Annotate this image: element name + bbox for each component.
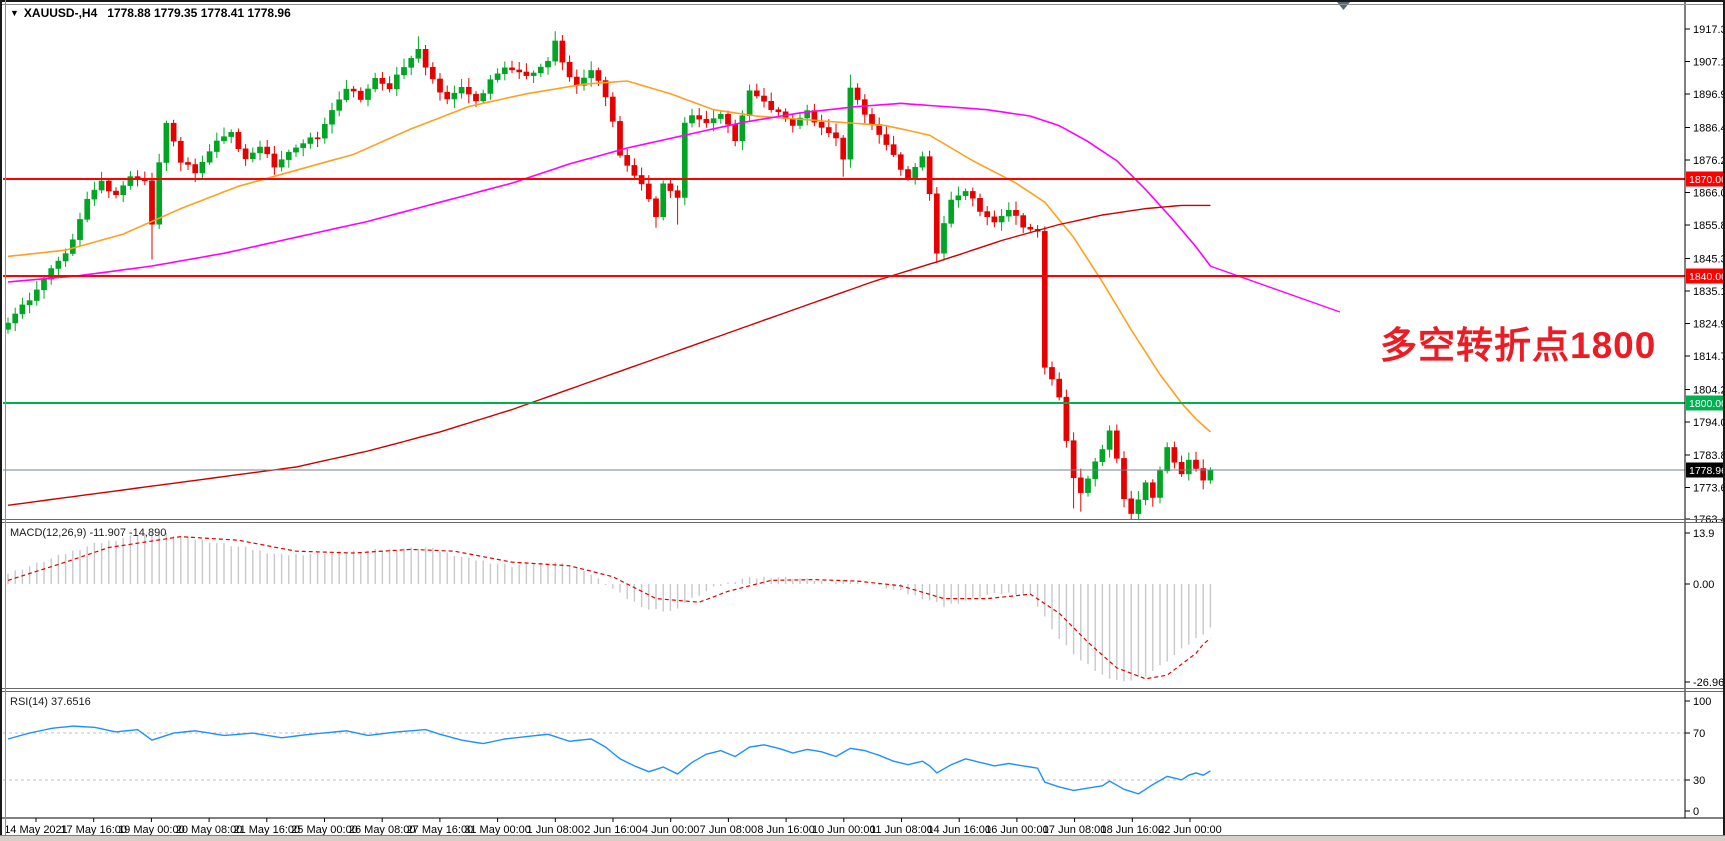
time-tick-label: 18 Jun 16:00 [1100,824,1164,836]
time-tick-label: 31 May 00:00 [464,824,531,836]
chart-header: ▼ XAUUSD-,H4 1778.88 1779.35 1778.41 1778.… [10,6,291,20]
price-tick-label: 1845.30 [1693,254,1725,266]
ma-slow-red [7,204,1211,506]
time-tick-label: 11 Jun 08:00 [870,824,933,836]
price-tick-label: 1907.10 [1693,57,1725,69]
time-tick-label: 2 Jun 16:00 [584,824,642,836]
symbol-dropdown-icon[interactable]: ▼ [10,8,19,18]
price-tick-label: 1814.70 [1693,351,1725,363]
window-border-left-inner [5,0,6,836]
time-tick-label: 17 Jun 08:00 [1043,824,1107,836]
price-tick-label: 1896.90 [1693,89,1725,101]
time-tick-label: 22 Jun 00:00 [1158,824,1222,836]
price-tick-label: 1886.40 [1693,123,1725,135]
price-tick-label: 1866.00 [1693,188,1725,200]
price-tick-label: 1855.80 [1693,220,1725,232]
window-border-right [1723,0,1725,841]
ma-mid-magenta [7,102,1212,283]
ma-fast-orange [7,80,1211,433]
macd-tick-label: -26.966 [1693,677,1725,689]
time-tick-label: 16 Jun 00:00 [985,824,1049,836]
level-price-badge: 1870.00 [1689,174,1725,186]
rsi-tick-label: 100 [1693,696,1711,708]
pane-separator-main-macd-2 [0,522,1725,523]
rsi-level-lines [3,732,1685,781]
time-tick-label: 7 Jun 08:00 [700,824,758,836]
time-tick-label: 25 May 00:00 [291,824,358,836]
time-tick-label: 8 Jun 16:00 [757,824,815,836]
magenta-trendline-extension[interactable] [1209,265,1341,313]
time-tick-label: 26 May 08:00 [349,824,416,836]
horizontal-lines [3,178,1685,471]
rsi-tick-label: 0 [1693,806,1699,818]
rsi-indicator-label: RSI(14) 37.6516 [10,696,91,708]
level-price-badge: 1800.00 [1689,398,1725,410]
time-tick-label: 19 May 00:00 [118,824,185,836]
window-border-top [0,0,1725,2]
rsi-tick-label: 30 [1693,775,1705,787]
time-tick-label: 10 Jun 00:00 [812,824,876,836]
time-tick-label: 27 May 16:00 [407,824,474,836]
time-tick-label: 21 May 16:00 [233,824,300,836]
time-tick-label: 14 May 2021 [4,824,68,836]
current-price-badge-bg [1686,462,1725,478]
pane-separator-macd-rsi-2 [0,691,1725,692]
price-tick-label: 1835.10 [1693,286,1725,298]
time-tick-label: 1 Jun 08:00 [527,824,585,836]
price-tick-label: 1783.80 [1693,450,1725,462]
symbol-timeframe-label: XAUUSD-,H4 [23,6,98,20]
macd-histogram [7,532,1212,682]
rsi-tick-label: 70 [1693,728,1705,740]
time-tick-label: 20 May 08:00 [176,824,243,836]
price-axis: 1917.30 1907.10 1896.90 1886.40 1876.20 1866.… [1684,0,1725,818]
price-tick-label: 1804.20 [1693,385,1725,397]
time-tick-label: 14 Jun 16:00 [927,824,991,836]
window-bottom-strip [0,836,1725,841]
time-tick-label: 17 May 16:00 [60,824,127,836]
level-price-badge-bg [1686,268,1725,284]
macd-indicator-label: MACD(12,26,9) -11.907 -14,890 [10,527,167,539]
current-price-badge: 1778.96 [1689,465,1725,477]
rsi-line [7,725,1211,795]
price-tick-label: 1876.20 [1693,155,1725,167]
price-tick-label: 1763.40 [1693,514,1725,526]
window-border-left [0,0,2,841]
macd-tick-label: 0.00 [1693,579,1714,591]
pane-separator-main-macd[interactable] [0,519,1725,520]
price-tick-label: 1794.00 [1693,417,1725,429]
price-tick-label: 1773.60 [1693,483,1725,495]
macd-signal-line [7,535,1211,680]
macd-tick-label: 13.9 [1693,528,1714,540]
window-border-top-inner [0,4,1725,5]
ohlc-values: 1778.88 1779.35 1778.41 1778.96 [107,6,291,20]
pane-separator-macd-rsi[interactable] [0,688,1725,689]
price-tick-label: 1917.30 [1693,24,1725,36]
price-tick-label: 1824.90 [1693,319,1725,331]
annotation-text[interactable]: 多空转折点1800 [1380,325,1657,366]
candles-group [5,31,1214,519]
level-price-badge: 1840.00 [1689,271,1725,283]
time-tick-label: 4 Jun 00:00 [642,824,700,836]
level-price-badge-bg [1686,395,1725,411]
level-price-badge-bg [1686,171,1725,187]
window-border-bottom [0,835,1725,836]
price-badges: 1870.00 1840.00 1800.00 1778.96 [1686,171,1725,478]
